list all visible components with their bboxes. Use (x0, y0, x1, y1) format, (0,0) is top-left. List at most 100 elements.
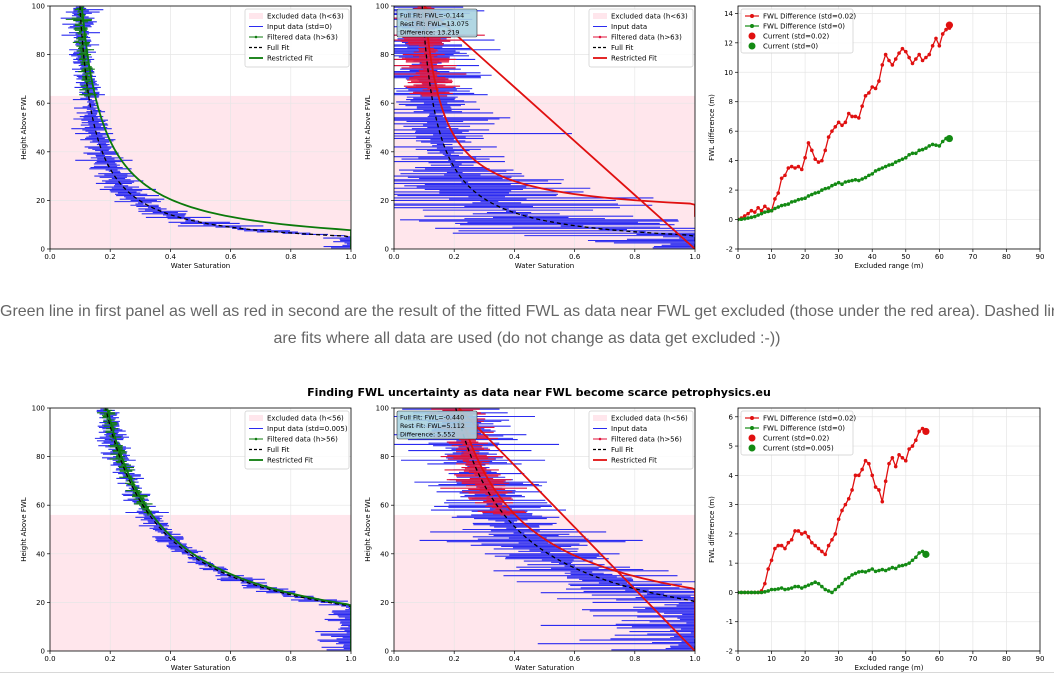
y-tick-label: 40 (380, 148, 389, 156)
series-point (860, 569, 864, 574)
y-tick-label: 20 (36, 599, 45, 607)
series-point (897, 51, 901, 55)
series-point (860, 177, 864, 181)
legend-label: Filtered data (h>63) (267, 34, 338, 42)
series-point (857, 473, 861, 478)
series-point (903, 458, 908, 463)
x-tick-label: 30 (834, 253, 843, 261)
series-point (816, 190, 821, 195)
full-fit-line (421, 6, 695, 249)
series-point (893, 160, 898, 164)
series-point (746, 590, 750, 595)
y-axis-label: FWL difference (m) (708, 496, 716, 563)
series-point (924, 146, 928, 150)
x-tick-label: 0.0 (388, 253, 399, 261)
legend-marker (748, 444, 756, 452)
series-point (783, 173, 787, 178)
y-tick-label: 40 (380, 550, 389, 558)
legend-label: Excluded data (h<63) (267, 13, 344, 21)
y-tick-label: 2 (729, 187, 733, 195)
series-point (887, 163, 891, 167)
series-point (776, 587, 781, 591)
bottom-divider (0, 672, 1054, 673)
series-point (826, 186, 831, 190)
series-point (738, 217, 740, 222)
series-point (823, 587, 828, 592)
annotation-text: Rest Fit: FWL=5.112 (400, 422, 465, 430)
series-point (937, 144, 942, 148)
series-point (853, 473, 858, 478)
series-point (816, 581, 821, 586)
legend-marker (598, 437, 602, 441)
current-point (922, 427, 930, 436)
y-tick-label: 0 (41, 246, 45, 254)
series-point (799, 167, 804, 172)
series-point (738, 590, 740, 595)
series-point (867, 568, 871, 573)
legend-marker (750, 14, 754, 18)
series-point (773, 197, 777, 201)
series-point (860, 104, 864, 108)
legend-box (740, 8, 854, 54)
series-point (927, 52, 932, 57)
restricted-fit-line (458, 408, 695, 651)
series-point (793, 529, 797, 533)
series-point (873, 485, 878, 489)
series-point (850, 488, 854, 492)
series-point (880, 567, 885, 572)
series-point (850, 114, 854, 119)
series-point (739, 217, 744, 222)
y-tick-label: 5 (729, 443, 733, 451)
series-point (786, 202, 791, 206)
x-tick-label: 0.6 (225, 253, 237, 261)
series-point (877, 568, 881, 573)
series-point (830, 590, 834, 595)
legend-label: Full Fit (267, 446, 290, 454)
series-point (783, 203, 787, 207)
series-point (836, 517, 841, 522)
current-point (945, 134, 954, 143)
series-point (763, 210, 767, 214)
series-point (810, 148, 814, 153)
series-point (799, 197, 804, 201)
series-point (779, 176, 784, 181)
legend-label: Filtered data (h>56) (267, 436, 338, 444)
chart-bottom-middle: 0.0 0.2 0.4 0.6 0.8 1.0 0 20 40 60 80 100 Water Satu… (364, 405, 701, 673)
x-tick-label: 80 (1002, 253, 1011, 261)
x-tick-label: 90 (1036, 253, 1045, 261)
restricted-fit-line (423, 6, 695, 249)
x-tick-label: 0.4 (509, 253, 521, 261)
series-point (944, 27, 948, 32)
legend-label: Current (std=0.02) (763, 33, 830, 41)
y-tick-label: 0 (729, 589, 733, 597)
series-point (907, 561, 911, 565)
x-tick-label: 50 (901, 655, 910, 663)
annotation-text: Full Fit: FWL=-0.144 (400, 12, 464, 20)
y-tick-label: 6 (729, 128, 734, 136)
series-point (846, 496, 851, 501)
plot-content (394, 6, 695, 249)
x-tick-label: 0.2 (105, 253, 116, 261)
series-point (813, 157, 817, 161)
series-point (846, 111, 851, 116)
chart-top-middle: 0.0 0.2 0.4 0.6 0.8 1.0 0 20 40 60 80 100 Water Satu… (364, 3, 701, 271)
series-point (924, 55, 928, 60)
y-tick-label: 0 (41, 648, 45, 656)
series-point (870, 85, 875, 89)
series-point (752, 210, 757, 214)
y-tick-label: 14 (724, 10, 733, 18)
x-tick-label: 20 (801, 253, 810, 261)
series-point (940, 32, 945, 36)
y-tick-label: 4 (729, 472, 734, 480)
series-point (773, 587, 777, 592)
y-tick-label: -2 (726, 246, 733, 254)
series-point (917, 429, 921, 434)
x-tick-label: 70 (968, 253, 977, 261)
legend-label: Restricted Fit (267, 457, 313, 465)
series-point (763, 590, 767, 594)
y-tick-label: 60 (36, 100, 45, 108)
series-point (796, 197, 801, 202)
legend-swatch (593, 13, 607, 19)
series-point (910, 61, 915, 66)
